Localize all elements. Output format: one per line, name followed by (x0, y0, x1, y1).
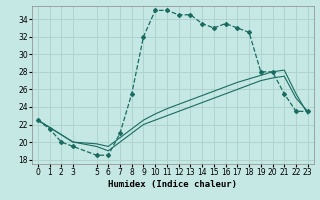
X-axis label: Humidex (Indice chaleur): Humidex (Indice chaleur) (108, 180, 237, 189)
